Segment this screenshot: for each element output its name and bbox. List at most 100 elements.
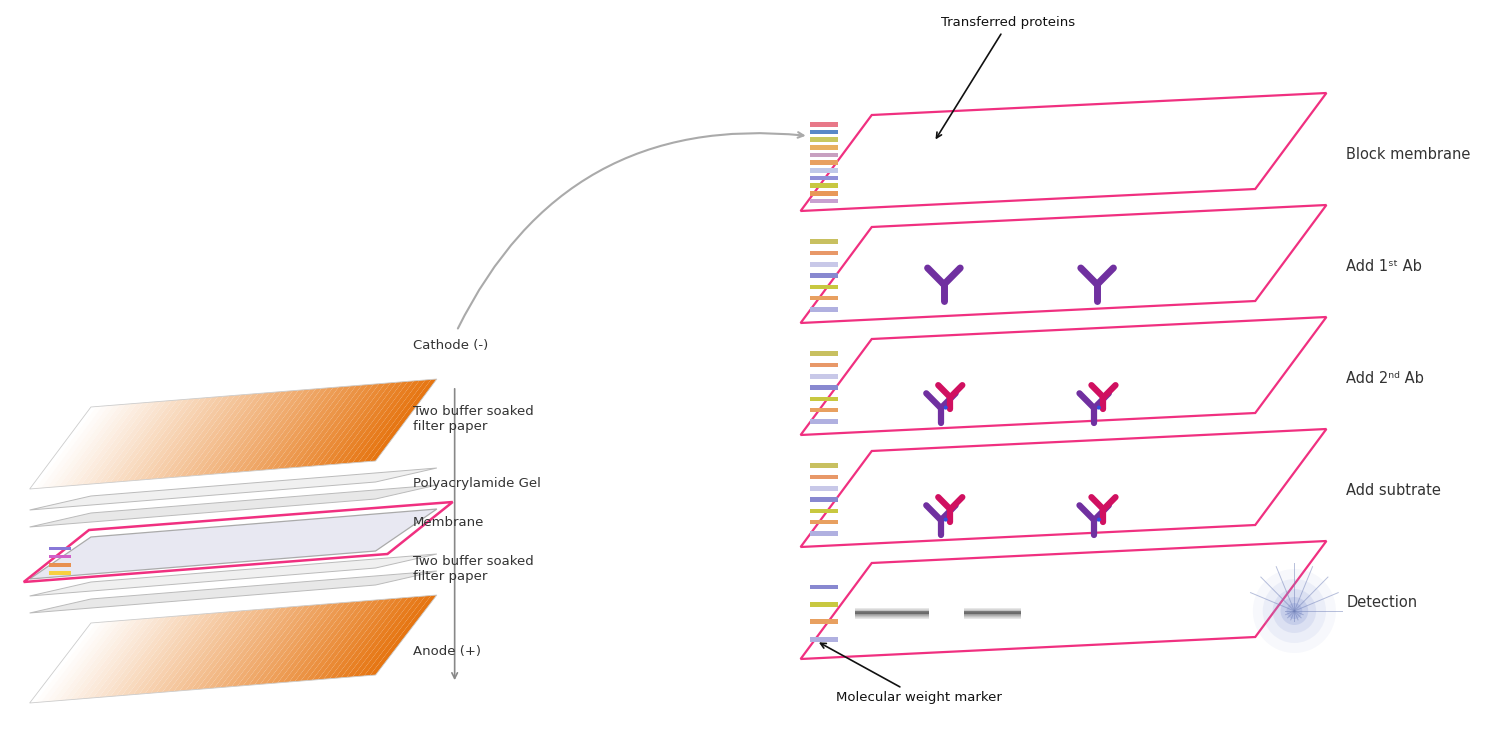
Polygon shape <box>370 595 436 676</box>
Polygon shape <box>300 601 368 681</box>
Polygon shape <box>963 616 1022 617</box>
Polygon shape <box>963 611 1022 613</box>
Polygon shape <box>963 611 1022 612</box>
Polygon shape <box>810 130 838 134</box>
Polygon shape <box>810 137 838 142</box>
Polygon shape <box>190 609 258 690</box>
Polygon shape <box>810 273 838 278</box>
Polygon shape <box>249 389 316 471</box>
Polygon shape <box>272 387 339 469</box>
Polygon shape <box>855 611 928 612</box>
Polygon shape <box>810 168 838 173</box>
Polygon shape <box>810 385 838 390</box>
Polygon shape <box>364 379 430 462</box>
Polygon shape <box>122 615 189 696</box>
Polygon shape <box>300 385 368 467</box>
Polygon shape <box>855 615 928 617</box>
Polygon shape <box>855 614 928 615</box>
Polygon shape <box>30 485 436 527</box>
Polygon shape <box>122 399 189 482</box>
Polygon shape <box>134 614 201 694</box>
Polygon shape <box>810 250 838 255</box>
Polygon shape <box>40 622 108 702</box>
Circle shape <box>1287 603 1302 619</box>
Polygon shape <box>810 307 838 312</box>
Polygon shape <box>801 429 1326 547</box>
Text: Membrane: Membrane <box>413 516 485 530</box>
Polygon shape <box>116 399 183 482</box>
Polygon shape <box>156 612 224 693</box>
Circle shape <box>1096 405 1101 410</box>
Polygon shape <box>30 571 436 613</box>
Polygon shape <box>168 396 236 478</box>
Polygon shape <box>284 602 351 682</box>
Polygon shape <box>358 596 426 677</box>
Text: Detection: Detection <box>1346 595 1418 610</box>
Polygon shape <box>855 617 928 618</box>
Polygon shape <box>963 612 1022 614</box>
Circle shape <box>1272 589 1316 633</box>
Polygon shape <box>810 396 838 401</box>
Circle shape <box>1096 517 1101 522</box>
Polygon shape <box>810 520 838 525</box>
Text: Two buffer soaked
filter paper: Two buffer soaked filter paper <box>413 555 534 583</box>
Circle shape <box>1281 597 1308 625</box>
Polygon shape <box>810 475 838 479</box>
Text: Block membrane: Block membrane <box>1346 147 1470 162</box>
Polygon shape <box>186 610 252 691</box>
Polygon shape <box>30 622 96 703</box>
Polygon shape <box>810 122 838 127</box>
Polygon shape <box>140 614 206 694</box>
Polygon shape <box>318 383 386 465</box>
Polygon shape <box>810 183 838 188</box>
Polygon shape <box>180 611 246 691</box>
Circle shape <box>1263 579 1326 643</box>
Polygon shape <box>306 384 374 467</box>
Polygon shape <box>364 596 430 676</box>
Polygon shape <box>855 608 928 609</box>
Polygon shape <box>30 468 436 510</box>
Polygon shape <box>196 609 264 689</box>
Polygon shape <box>810 262 838 267</box>
Polygon shape <box>810 199 838 203</box>
Polygon shape <box>190 393 258 476</box>
Polygon shape <box>284 386 351 468</box>
Polygon shape <box>810 585 838 589</box>
Polygon shape <box>296 385 362 468</box>
Polygon shape <box>81 402 148 485</box>
Polygon shape <box>180 394 246 477</box>
Polygon shape <box>231 606 298 687</box>
Polygon shape <box>116 616 183 696</box>
Polygon shape <box>99 401 166 483</box>
Polygon shape <box>134 398 201 481</box>
Polygon shape <box>810 637 838 642</box>
Polygon shape <box>810 531 838 536</box>
Circle shape <box>944 517 948 522</box>
Polygon shape <box>46 621 114 702</box>
Polygon shape <box>156 396 224 479</box>
Polygon shape <box>64 404 132 486</box>
Polygon shape <box>214 608 280 688</box>
Polygon shape <box>58 620 126 701</box>
Polygon shape <box>111 400 177 482</box>
Polygon shape <box>209 608 276 688</box>
Polygon shape <box>330 382 396 465</box>
Polygon shape <box>855 611 928 613</box>
Polygon shape <box>340 597 408 678</box>
Polygon shape <box>810 351 838 356</box>
Polygon shape <box>810 419 838 424</box>
Polygon shape <box>810 145 838 150</box>
Polygon shape <box>231 391 298 473</box>
Polygon shape <box>30 554 436 596</box>
Polygon shape <box>963 610 1022 611</box>
Polygon shape <box>810 508 838 513</box>
Polygon shape <box>312 599 380 680</box>
Polygon shape <box>963 608 1022 609</box>
Polygon shape <box>209 392 276 474</box>
Polygon shape <box>330 598 396 679</box>
Polygon shape <box>352 597 420 677</box>
Polygon shape <box>810 374 838 379</box>
Text: Add subtrate: Add subtrate <box>1346 482 1442 498</box>
Polygon shape <box>266 388 333 470</box>
Polygon shape <box>810 153 838 157</box>
